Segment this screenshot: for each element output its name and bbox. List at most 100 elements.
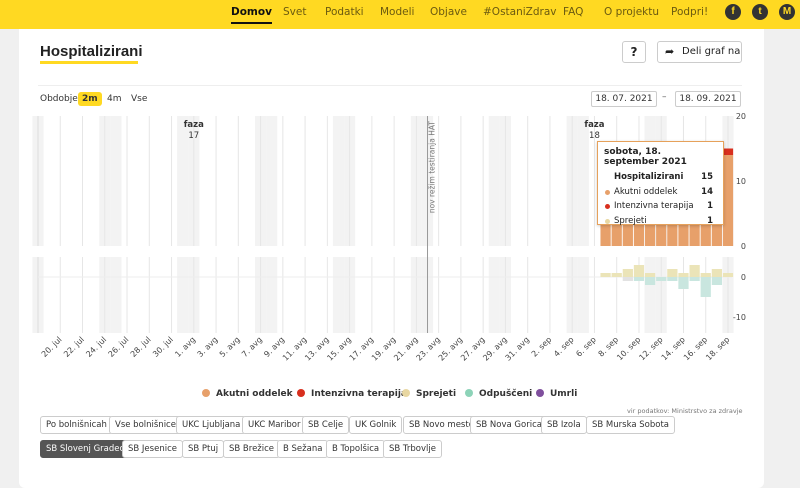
medium-icon[interactable]: M xyxy=(779,4,795,20)
hospital-button-sb-izola[interactable]: SB Izola xyxy=(541,416,587,434)
tooltip-row-value: 1 xyxy=(707,201,713,211)
x-tick-label: 30. jul xyxy=(151,335,175,359)
hospital-button-sb-celje[interactable]: SB Celje xyxy=(302,416,350,434)
bar-odpusceni xyxy=(711,277,722,285)
tooltip-total-row: Hospitalizirani 15 xyxy=(604,170,717,185)
legend-item-sprejeti[interactable]: Sprejeti xyxy=(402,389,456,399)
tooltip-row-label: Akutni oddelek xyxy=(614,186,678,197)
chart-tooltip: sobota, 18. september 2021 Hospitalizira… xyxy=(597,141,724,226)
nav-item-svet[interactable]: Svet xyxy=(283,6,307,18)
tooltip-total-label: Hospitalizirani xyxy=(614,172,684,182)
legend-item-akutni-oddelek[interactable]: Akutni oddelek xyxy=(202,389,293,399)
hospital-button-b-sezana[interactable]: B Sežana xyxy=(277,440,329,458)
bar-sprejeti xyxy=(644,273,656,277)
legend-dot xyxy=(465,389,473,397)
hospital-button-vse-bolnisnice[interactable]: Vse bolnišnice xyxy=(109,416,182,434)
nav-item-o-projektu[interactable]: O projektu xyxy=(604,6,660,18)
hospital-button-ukc-ljubljana[interactable]: UKC Ljubljana xyxy=(176,416,247,434)
data-source: vir podatkov: Ministrstvo za zdravje xyxy=(627,407,743,415)
weekend-band xyxy=(644,257,656,333)
x-tick-label: 3. avg xyxy=(196,335,220,359)
weekend-band xyxy=(332,116,345,246)
hospital-button-po-bolnisnicah[interactable]: Po bolnišnicah xyxy=(40,416,113,434)
share-button-label: Deli graf na xyxy=(682,46,741,57)
bar-sprejeti xyxy=(633,265,645,277)
y-tick-label: -10 xyxy=(733,313,746,322)
x-tick-label: 2. sep xyxy=(530,335,554,359)
x-tick-label: 7. avg xyxy=(240,335,264,359)
hospital-button-b-topolsica[interactable]: B Topolšica xyxy=(326,440,386,458)
nav-item-objave[interactable]: Objave xyxy=(430,6,467,18)
help-button[interactable]: ? xyxy=(622,41,646,63)
weekend-band xyxy=(266,257,278,333)
weekend-band xyxy=(577,257,589,333)
x-tick-label: 24. jul xyxy=(84,335,108,359)
nav-item-domov[interactable]: Domov xyxy=(231,6,272,24)
x-tick-label: 10. sep xyxy=(615,335,642,362)
twitter-icon[interactable]: t xyxy=(752,4,768,20)
x-tick-label: 26. jul xyxy=(107,335,131,359)
tooltip-date: sobota, 18. september 2021 xyxy=(604,147,687,167)
share-button[interactable]: ➦ Deli graf na xyxy=(657,41,742,63)
x-tick-label: 16. sep xyxy=(682,335,709,362)
legend-label: Umrli xyxy=(550,389,578,399)
weekend-band xyxy=(488,116,500,246)
weekend-band xyxy=(488,257,500,333)
hospital-button-sb-ptuj[interactable]: SB Ptuj xyxy=(182,440,225,458)
legend-item-intenzivna-terapija[interactable]: Intenzivna terapija xyxy=(297,389,407,399)
hospital-button-sb-slovenj-gradec[interactable]: SB Slovenj Gradec xyxy=(40,440,131,458)
hospital-button-sb-trbovlje[interactable]: SB Trbovlje xyxy=(383,440,442,458)
period-option-4m[interactable]: 4m xyxy=(107,94,122,104)
divider xyxy=(38,85,742,86)
x-tick-label: 14. sep xyxy=(660,335,687,362)
bar-odpusceni xyxy=(656,277,667,281)
hospital-button-sb-nova-gorica[interactable]: SB Nova Gorica xyxy=(470,416,548,434)
bar-odpusceni xyxy=(700,277,711,297)
weekend-band xyxy=(332,257,345,333)
tooltip-row-value: 14 xyxy=(701,186,713,197)
y-tick-label: 0 xyxy=(741,242,746,251)
legend-label: Intenzivna terapija xyxy=(311,389,407,399)
tooltip-row: Intenzivna terapija 1 xyxy=(604,199,717,214)
bar-odpusceni xyxy=(644,277,656,285)
chart-title: Hospitalizirani xyxy=(40,43,143,64)
tooltip-dot xyxy=(605,189,610,195)
hospital-button-sb-novo-mesto[interactable]: SB Novo mesto xyxy=(403,416,480,434)
hospital-button-sb-murska-sobota[interactable]: SB Murska Sobota xyxy=(586,416,675,434)
bar-odpusceni xyxy=(667,277,678,281)
period-option-2m[interactable]: 2m xyxy=(78,92,102,106)
bar-sprejeti xyxy=(611,273,622,277)
period-option-vse[interactable]: Vse xyxy=(131,94,148,104)
hospital-button-ukc-maribor[interactable]: UKC Maribor xyxy=(242,416,307,434)
chart-card: Hospitalizirani ? ➦ Deli graf na Obdobje… xyxy=(19,29,764,488)
date-to-input[interactable]: 18. 09. 2021 xyxy=(675,91,741,107)
facebook-icon[interactable]: f xyxy=(725,4,741,20)
legend-label: Akutni oddelek xyxy=(216,389,293,399)
y-tick-label: 0 xyxy=(741,273,746,282)
hospital-button-uk-golnik[interactable]: UK Golnik xyxy=(349,416,403,434)
nav-item-faq[interactable]: FAQ xyxy=(563,6,584,18)
legend-item-odpusceni[interactable]: Odpuščeni xyxy=(465,389,532,399)
top-nav: Domov Svet Podatki Modeli Objave #Ostani… xyxy=(0,0,800,29)
nav-item-podpri[interactable]: Podpri! xyxy=(671,6,709,18)
tooltip-total-value: 15 xyxy=(701,172,713,182)
weekend-band xyxy=(110,257,122,333)
hospital-button-sb-jesenice[interactable]: SB Jesenice xyxy=(122,440,183,458)
phase-number: 17 xyxy=(188,131,199,141)
annotation-label: nov režim testiranja HAT xyxy=(428,121,437,214)
legend-dot xyxy=(202,389,210,397)
y-tick-label: 10 xyxy=(736,177,746,186)
legend-label: Sprejeti xyxy=(416,389,457,399)
date-range-separator: – xyxy=(662,92,667,102)
bar-sprejeti xyxy=(711,269,722,277)
hospital-button-sb-brezice[interactable]: SB Brežice xyxy=(223,440,281,458)
date-from-input[interactable]: 18. 07. 2021 xyxy=(591,91,657,107)
nav-item-modeli[interactable]: Modeli xyxy=(380,6,415,18)
phase-label: faza xyxy=(184,120,204,130)
weekend-band xyxy=(577,116,589,246)
nav-item-ostanizdrav[interactable]: #OstaniZdrav xyxy=(483,6,557,18)
nav-item-podatki[interactable]: Podatki xyxy=(325,6,364,18)
legend-item-umrli[interactable]: Umrli xyxy=(536,389,577,399)
tooltip-row-label: Intenzivna terapija xyxy=(614,201,694,211)
bar-sprejeti xyxy=(722,273,734,277)
